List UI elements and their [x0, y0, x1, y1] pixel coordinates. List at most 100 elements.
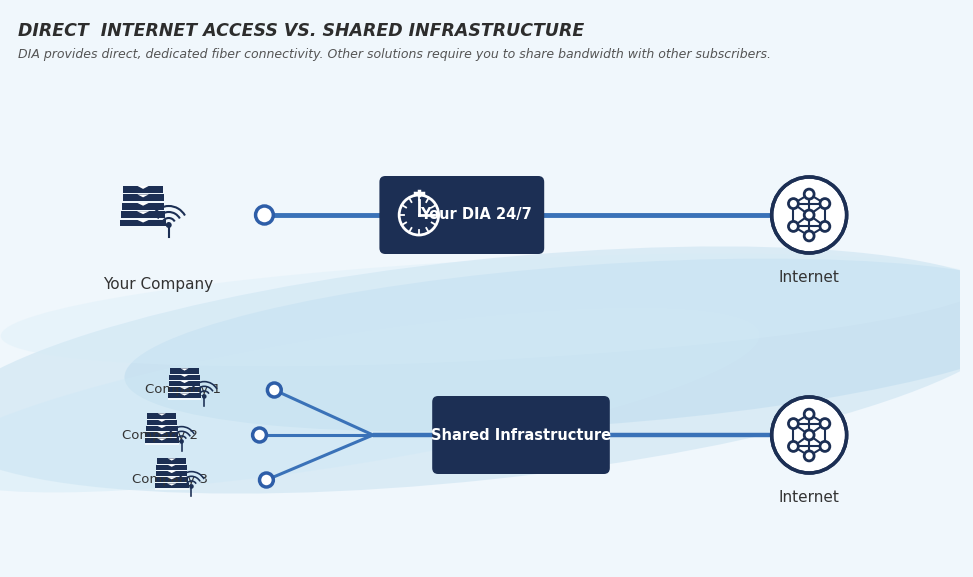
Ellipse shape [0, 308, 760, 492]
Bar [147, 419, 177, 425]
Bar [123, 201, 163, 203]
Text: Your DIA 24/7: Your DIA 24/7 [419, 208, 531, 223]
Bar [147, 418, 176, 419]
Bar [169, 380, 199, 381]
Bar [124, 186, 162, 193]
Polygon shape [158, 419, 166, 422]
Polygon shape [167, 484, 176, 485]
Polygon shape [136, 220, 150, 223]
Polygon shape [158, 432, 166, 434]
Bar [156, 482, 188, 484]
Circle shape [256, 206, 273, 224]
Bar [121, 227, 165, 228]
Bar [155, 484, 189, 489]
Circle shape [165, 222, 171, 228]
Ellipse shape [1, 254, 973, 366]
Circle shape [253, 428, 267, 442]
Polygon shape [180, 381, 189, 383]
Bar [156, 477, 188, 482]
Circle shape [260, 473, 273, 487]
Circle shape [820, 222, 830, 231]
Circle shape [189, 484, 194, 489]
Text: Shared Infrastructure: Shared Infrastructure [431, 428, 611, 443]
Polygon shape [158, 413, 166, 415]
Circle shape [788, 441, 798, 451]
Circle shape [179, 439, 184, 444]
Bar [121, 220, 165, 227]
Bar [168, 392, 200, 394]
Bar [156, 476, 188, 477]
Circle shape [805, 231, 814, 241]
Bar [169, 374, 199, 380]
Bar [168, 381, 200, 386]
Polygon shape [167, 471, 176, 473]
FancyBboxPatch shape [379, 176, 544, 254]
Circle shape [820, 198, 830, 209]
Circle shape [805, 451, 814, 461]
Polygon shape [180, 394, 190, 396]
Bar [157, 458, 186, 463]
Bar [145, 444, 179, 445]
Bar [146, 431, 178, 432]
Bar [157, 464, 187, 470]
Bar [147, 425, 177, 426]
Text: Company 2: Company 2 [123, 429, 198, 441]
Bar [167, 394, 201, 399]
Ellipse shape [125, 258, 973, 432]
Circle shape [772, 177, 847, 253]
Polygon shape [167, 464, 176, 467]
Bar [157, 470, 187, 471]
Text: DIRECT  INTERNET ACCESS VS. SHARED INFRASTRUCTURE: DIRECT INTERNET ACCESS VS. SHARED INFRAS… [18, 22, 584, 40]
Circle shape [805, 430, 814, 440]
Polygon shape [167, 477, 176, 479]
Text: DIA provides direct, dedicated fiber connectivity. Other solutions require you t: DIA provides direct, dedicated fiber con… [18, 48, 771, 61]
Bar [147, 413, 176, 418]
Bar [145, 439, 179, 444]
Bar [146, 437, 178, 439]
Polygon shape [180, 374, 189, 377]
Bar [157, 463, 186, 464]
Circle shape [788, 198, 798, 209]
Bar [168, 387, 200, 392]
Polygon shape [180, 368, 189, 370]
Bar [122, 209, 164, 211]
FancyBboxPatch shape [432, 396, 610, 474]
Bar [146, 426, 178, 431]
Bar [121, 218, 165, 220]
Circle shape [202, 394, 206, 399]
Circle shape [820, 418, 830, 429]
Bar [122, 203, 164, 209]
Polygon shape [137, 186, 149, 189]
Circle shape [788, 222, 798, 231]
Polygon shape [137, 211, 149, 214]
Polygon shape [157, 439, 166, 441]
Text: Your Company: Your Company [103, 277, 213, 292]
Bar [155, 489, 189, 490]
Ellipse shape [0, 246, 973, 493]
Circle shape [772, 397, 847, 473]
Bar [146, 432, 178, 437]
Circle shape [268, 383, 281, 397]
Bar [170, 373, 199, 374]
Circle shape [788, 418, 798, 429]
Bar [167, 399, 201, 400]
Text: Company 1: Company 1 [145, 384, 221, 396]
Circle shape [805, 210, 814, 220]
Circle shape [805, 189, 814, 199]
Circle shape [805, 409, 814, 419]
Bar [168, 386, 200, 387]
Text: Internet: Internet [778, 270, 840, 285]
Text: Internet: Internet [778, 490, 840, 505]
Bar [124, 193, 162, 194]
Bar [121, 211, 165, 218]
Text: Company 3: Company 3 [132, 474, 208, 486]
Circle shape [820, 441, 830, 451]
Polygon shape [137, 203, 149, 206]
Polygon shape [167, 458, 176, 460]
Bar [170, 368, 199, 373]
Polygon shape [158, 426, 166, 428]
Bar [156, 471, 188, 476]
Polygon shape [180, 387, 189, 389]
Polygon shape [137, 194, 149, 197]
Bar [123, 194, 163, 201]
